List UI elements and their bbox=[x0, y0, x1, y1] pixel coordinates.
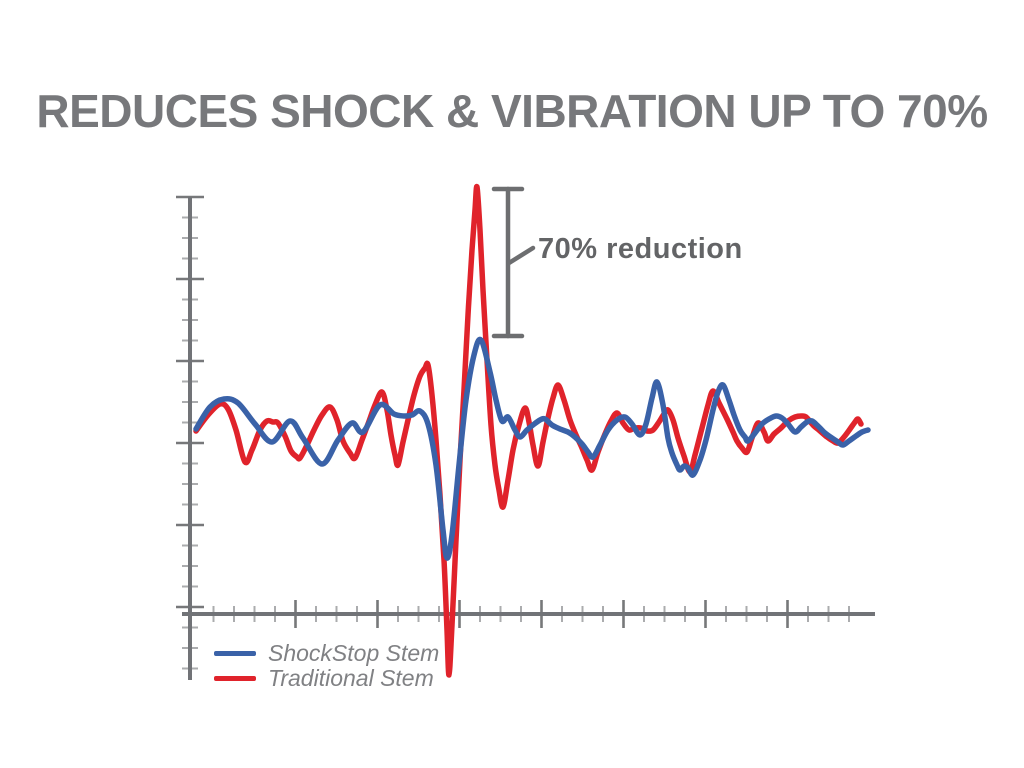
legend-item-shockstop: ShockStop Stem bbox=[214, 640, 440, 666]
reduction-annotation-label: 70% reduction bbox=[538, 233, 743, 265]
shockstop-stem-line bbox=[193, 336, 871, 561]
legend: ShockStop Stem Traditional Stem bbox=[214, 640, 440, 692]
reduction-bracket bbox=[491, 186, 536, 339]
legend-item-traditional: Traditional Stem bbox=[214, 665, 439, 691]
shockstop-line-swatch bbox=[214, 651, 256, 656]
traditional-stem-line bbox=[193, 183, 864, 678]
page-title: REDUCES SHOCK & VIBRATION UP TO 70% bbox=[36, 85, 988, 137]
legend-label-shockstop: ShockStop Stem bbox=[268, 640, 440, 666]
traditional-line-swatch bbox=[214, 676, 256, 681]
legend-label-traditional: Traditional Stem bbox=[268, 665, 434, 691]
